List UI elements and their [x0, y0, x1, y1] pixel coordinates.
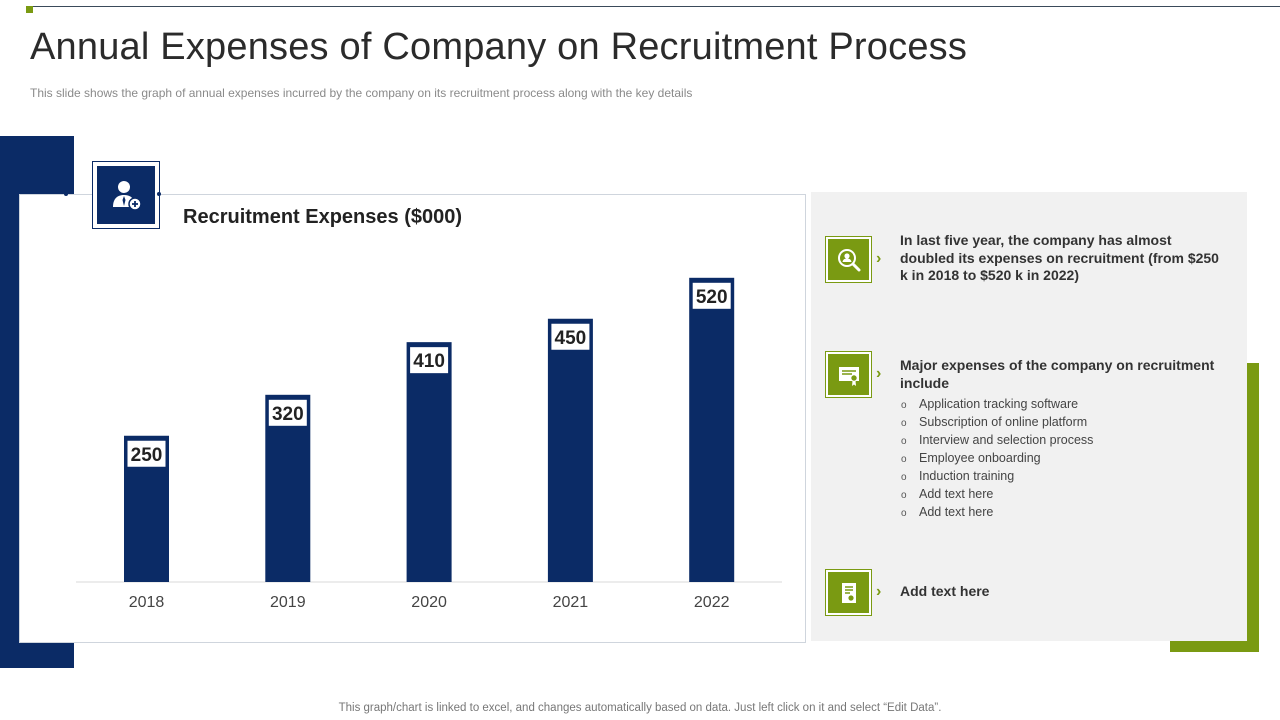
list-item: o Subscription of online platform	[901, 414, 1093, 432]
data-label: 410	[413, 351, 445, 372]
data-label-bg	[268, 399, 307, 426]
list-item: o Add text here	[901, 504, 1093, 522]
list-item: o Induction training	[901, 468, 1093, 486]
key-points-panel	[811, 192, 1247, 641]
data-label-bg	[410, 347, 449, 374]
certificate-icon	[838, 366, 859, 386]
y-tick-label: 600	[35, 224, 62, 241]
chart-title: Recruitment Expenses ($000)	[183, 206, 463, 228]
key-point-2-text: Major expenses of the company on recruit…	[900, 357, 1215, 391]
bar	[265, 394, 311, 582]
document-icon	[841, 582, 856, 603]
recruiter-icon-box	[92, 161, 160, 229]
y-tick-label: 300	[35, 400, 62, 417]
key-point-3-icon-box	[825, 569, 872, 616]
key-point-3-text: Add text here	[900, 583, 990, 599]
key-point-1-text: In last five year, the company has almos…	[900, 232, 1219, 283]
page-subtitle: This slide shows the graph of annual exp…	[30, 86, 693, 100]
y-tick-label: 0	[53, 575, 62, 592]
key-point-2-bullet-list: o Application tracking software o Subscrip…	[901, 396, 1093, 522]
bar	[689, 277, 735, 582]
data-label-bg	[127, 440, 166, 467]
bar	[547, 318, 593, 582]
icon-connector-dot-right	[157, 192, 161, 196]
bar	[406, 342, 452, 582]
key-point-1-chevron-icon: ›	[876, 250, 882, 267]
bullet-icon: o	[901, 436, 907, 447]
data-label-bg	[692, 282, 731, 309]
x-tick-label: 2018	[129, 594, 165, 611]
recruiter-add-icon	[113, 181, 142, 211]
search-person-icon	[837, 248, 860, 271]
bullet-icon: o	[901, 400, 907, 411]
list-item: o Employee onboarding	[901, 450, 1093, 468]
data-label: 250	[131, 445, 163, 466]
bullet-icon: o	[901, 472, 907, 483]
list-item: o Add text here	[901, 486, 1093, 504]
top-rule	[26, 6, 1280, 7]
key-point-1-icon-box	[825, 236, 872, 283]
data-label: 320	[272, 404, 304, 425]
y-tick-label: 100	[35, 517, 62, 534]
x-tick-label: 2022	[694, 594, 730, 611]
bullet-icon: o	[901, 454, 907, 465]
data-label: 450	[555, 328, 587, 349]
list-item: o Application tracking software	[901, 396, 1093, 414]
key-point-2-icon-box	[825, 351, 872, 398]
key-point-3-chevron-icon: ›	[876, 583, 882, 600]
y-tick-label: 500	[35, 283, 62, 300]
data-label-bg	[551, 323, 590, 350]
footer-note: This graph/chart is linked to excel, and…	[338, 702, 942, 714]
x-tick-label: 2020	[411, 594, 447, 611]
page-title: Annual Expenses of Company on Recruitmen…	[30, 26, 968, 68]
icon-connector-dot-left	[64, 192, 68, 196]
bullet-icon: o	[901, 490, 907, 501]
y-tick-label: 200	[35, 458, 62, 475]
x-tick-label: 2019	[270, 594, 306, 611]
key-point-2-chevron-icon: ›	[876, 365, 882, 382]
bullet-icon: o	[901, 508, 907, 519]
top-accent-mark	[26, 6, 33, 13]
data-label: 520	[696, 287, 728, 308]
y-tick-label: 400	[35, 341, 62, 358]
bullet-icon: o	[901, 418, 907, 429]
x-tick-label: 2021	[553, 594, 589, 611]
list-item: o Interview and selection process	[901, 432, 1093, 450]
